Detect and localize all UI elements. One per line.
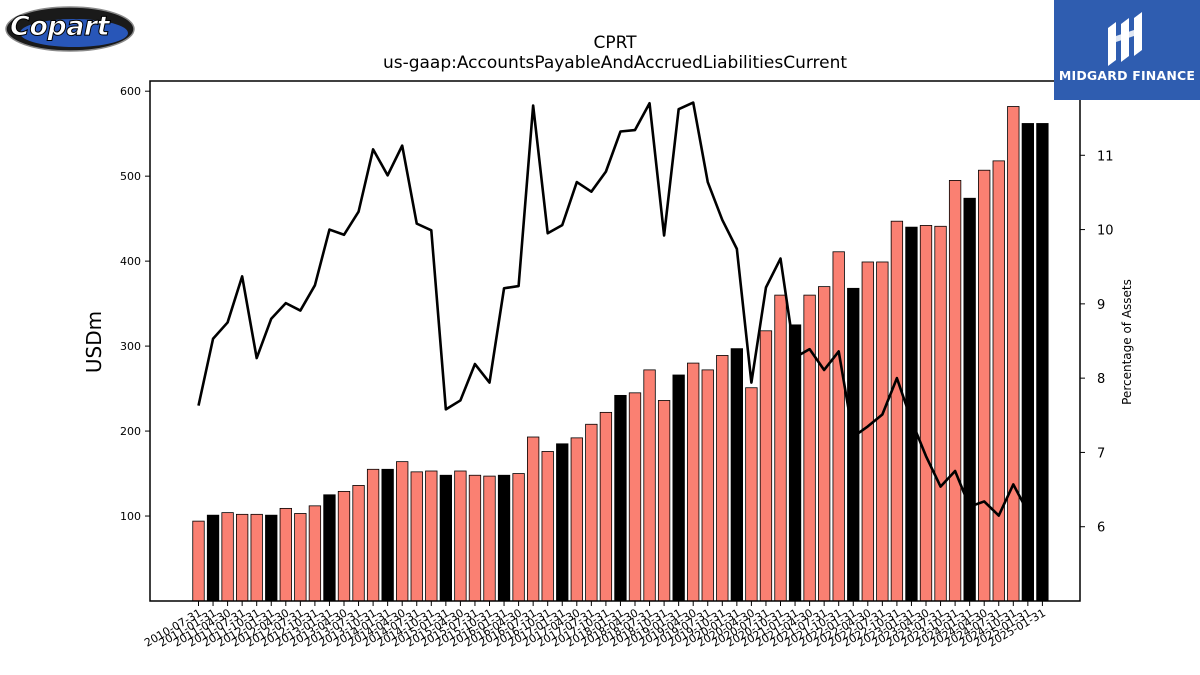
- y2-tick-label: 6: [1097, 521, 1105, 536]
- bar: [497, 474, 511, 602]
- bar: [585, 423, 598, 602]
- bar: [745, 387, 758, 602]
- copart-logo-text: Copart: [9, 11, 110, 43]
- bar: [643, 369, 656, 602]
- copart-logo: Copart: [4, 4, 136, 54]
- chart-title: CPRT: [593, 33, 637, 53]
- bar: [352, 485, 365, 602]
- midgard-mark-icon: [1108, 12, 1142, 66]
- bar: [818, 286, 831, 602]
- bar: [992, 160, 1005, 602]
- bar: [657, 400, 671, 602]
- line-series: [197, 101, 1029, 517]
- bar: [454, 470, 467, 602]
- bar: [759, 330, 773, 602]
- bar: [847, 287, 860, 602]
- y2-tick-label: 8: [1097, 372, 1105, 387]
- bar: [527, 436, 540, 602]
- y2-tick-label: 10: [1097, 224, 1114, 239]
- bar: [323, 494, 336, 602]
- bar: [716, 355, 729, 602]
- bar: [294, 513, 307, 602]
- bar: [919, 225, 933, 602]
- bar: [192, 520, 205, 602]
- bar: [250, 513, 263, 602]
- bar: [425, 470, 438, 602]
- bar: [556, 443, 569, 602]
- bar: [614, 394, 627, 602]
- y2-axis-label: Percentage of Assets: [1120, 279, 1134, 405]
- bar: [861, 261, 874, 602]
- bar: [788, 324, 802, 602]
- bar: [366, 468, 380, 602]
- bar: [308, 505, 322, 602]
- bar: [876, 261, 889, 602]
- bar-series: [192, 106, 1049, 602]
- bar: [468, 474, 482, 602]
- bar: [483, 475, 496, 602]
- bar: [672, 374, 685, 602]
- y-axis-label: USDm: [82, 311, 106, 373]
- bar: [221, 512, 234, 602]
- y2-tick-label: 11: [1097, 149, 1114, 164]
- bar: [337, 490, 351, 602]
- line-path: [197, 101, 1029, 517]
- bar: [832, 251, 845, 602]
- right-y-axis: 6 7 8 9 10 11: [1080, 149, 1114, 536]
- bar: [599, 411, 613, 602]
- bar: [396, 461, 409, 602]
- bar: [439, 474, 453, 602]
- bar: [701, 369, 714, 602]
- bar: [265, 514, 278, 602]
- y-tick-label: 200: [120, 425, 141, 438]
- y2-tick-label: 9: [1097, 298, 1105, 313]
- bar: [1021, 123, 1034, 602]
- bar: [1007, 106, 1020, 602]
- y2-tick-label: 7: [1097, 446, 1105, 461]
- left-y-axis: 100 200 300 400 500 600: [120, 85, 150, 523]
- chart-subtitle: us-gaap:AccountsPayableAndAccruedLiabili…: [383, 53, 847, 73]
- bar: [381, 468, 394, 602]
- bar: [978, 169, 991, 602]
- bar: [905, 226, 918, 602]
- bar: [410, 471, 423, 602]
- bar: [730, 348, 743, 602]
- plot-area-frame: [149, 80, 1081, 602]
- bar: [774, 294, 787, 602]
- bar: [687, 362, 700, 602]
- midgard-finance-logo: MIDGARD FINANCE: [1054, 0, 1200, 100]
- bar: [541, 451, 554, 602]
- y-tick-label: 400: [120, 255, 141, 268]
- bar: [963, 197, 976, 602]
- bar: [279, 507, 292, 602]
- bar: [934, 225, 947, 602]
- bar: [512, 473, 525, 602]
- x-axis: 2010-07-312011-01-312011-04-302011-07-31…: [142, 601, 1048, 650]
- bar: [803, 294, 816, 602]
- bar: [206, 514, 220, 602]
- bar: [570, 437, 583, 602]
- y-tick-label: 300: [120, 340, 141, 353]
- y-tick-label: 500: [120, 170, 141, 183]
- bar: [628, 392, 642, 602]
- y-tick-label: 600: [120, 85, 141, 98]
- bar: [890, 220, 904, 602]
- y-tick-label: 100: [120, 510, 141, 523]
- midgard-logo-text: MIDGARD FINANCE: [1058, 68, 1196, 83]
- bar: [1036, 123, 1049, 602]
- bar: [235, 513, 249, 602]
- bar: [948, 180, 962, 602]
